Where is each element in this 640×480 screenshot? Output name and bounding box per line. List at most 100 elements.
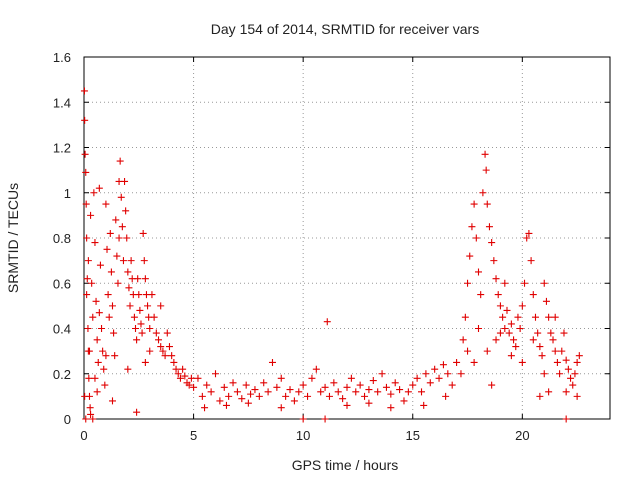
data-point <box>119 257 127 265</box>
data-point <box>102 352 110 360</box>
data-points <box>80 87 583 423</box>
data-point <box>453 358 461 366</box>
data-point <box>198 392 206 400</box>
data-point <box>139 229 147 237</box>
data-point <box>83 275 91 283</box>
data-point <box>163 329 171 337</box>
data-point <box>418 388 426 396</box>
x-tick-label: 10 <box>296 428 310 443</box>
data-point <box>94 358 102 366</box>
data-point <box>299 415 307 423</box>
data-point <box>185 381 193 389</box>
data-point <box>435 374 443 382</box>
data-point <box>312 365 320 373</box>
data-point <box>81 116 89 124</box>
data-point <box>464 279 472 287</box>
data-point <box>540 279 548 287</box>
grid <box>84 57 610 419</box>
data-point <box>84 325 92 332</box>
data-point <box>85 374 93 382</box>
data-point <box>472 234 480 242</box>
data-point <box>503 306 511 314</box>
data-point <box>260 379 268 387</box>
data-point <box>116 157 124 165</box>
data-point <box>396 386 404 394</box>
data-point <box>558 347 566 355</box>
data-point <box>507 352 515 360</box>
data-point <box>96 261 104 269</box>
data-point <box>81 150 89 158</box>
data-point <box>482 166 490 174</box>
data-point <box>439 361 447 369</box>
data-point <box>165 343 173 351</box>
y-tick-label: 0.6 <box>53 276 71 291</box>
data-point <box>564 365 572 373</box>
y-axis-label: SRMTID / TECUs <box>5 183 21 293</box>
x-tick-label: 5 <box>190 428 197 443</box>
data-point <box>140 257 148 265</box>
data-point <box>562 356 570 364</box>
data-point <box>88 279 96 287</box>
data-point <box>108 302 116 310</box>
data-point <box>470 200 478 208</box>
data-point <box>95 184 103 192</box>
data-point <box>80 87 88 95</box>
data-point <box>567 374 575 382</box>
data-point <box>461 313 469 321</box>
data-point <box>181 372 189 380</box>
data-point <box>531 313 539 321</box>
data-point <box>83 291 91 299</box>
data-point <box>488 239 496 247</box>
data-point <box>501 325 509 332</box>
data-point <box>523 234 531 242</box>
data-point <box>356 381 364 389</box>
data-point <box>290 397 298 405</box>
data-point <box>137 320 145 328</box>
data-point <box>551 347 559 355</box>
data-point <box>103 245 111 253</box>
data-point <box>492 336 500 344</box>
data-point <box>247 390 255 398</box>
data-point <box>304 392 312 400</box>
data-point <box>518 358 526 366</box>
data-point <box>505 329 513 337</box>
data-point <box>148 291 156 299</box>
data-point <box>286 386 294 394</box>
data-point <box>507 320 515 328</box>
data-point <box>201 404 209 412</box>
data-point <box>124 268 132 276</box>
data-point <box>161 352 169 360</box>
data-point <box>347 374 355 382</box>
data-point <box>207 388 215 396</box>
data-point <box>413 374 421 382</box>
data-point <box>527 257 535 265</box>
data-point <box>400 397 408 405</box>
data-point <box>488 381 496 389</box>
data-point <box>212 370 219 378</box>
tick-labels: 0 5 10 15 20 0 0.2 0.4 0.6 0.8 1 1.2 1.4 1.6 <box>53 50 530 443</box>
data-point <box>409 381 417 389</box>
data-point <box>562 388 570 396</box>
y-tick-label: 0.8 <box>53 231 71 246</box>
data-point <box>91 374 99 382</box>
y-tick-label: 1.2 <box>53 141 71 156</box>
data-point <box>547 329 555 337</box>
data-point <box>365 386 373 394</box>
data-point <box>321 383 329 391</box>
data-point <box>501 279 509 287</box>
data-point <box>113 252 121 260</box>
x-axis-label: GPS time / hours <box>292 457 399 473</box>
data-point <box>325 392 333 400</box>
data-point <box>170 358 178 366</box>
data-point <box>470 358 478 366</box>
data-point <box>374 388 382 396</box>
data-point <box>101 381 109 389</box>
data-point <box>516 325 524 332</box>
data-point <box>264 388 272 396</box>
y-tick-label: 1.6 <box>53 50 71 65</box>
data-point <box>187 374 195 382</box>
data-point <box>220 383 228 391</box>
data-point <box>459 336 467 344</box>
data-point <box>391 379 399 387</box>
